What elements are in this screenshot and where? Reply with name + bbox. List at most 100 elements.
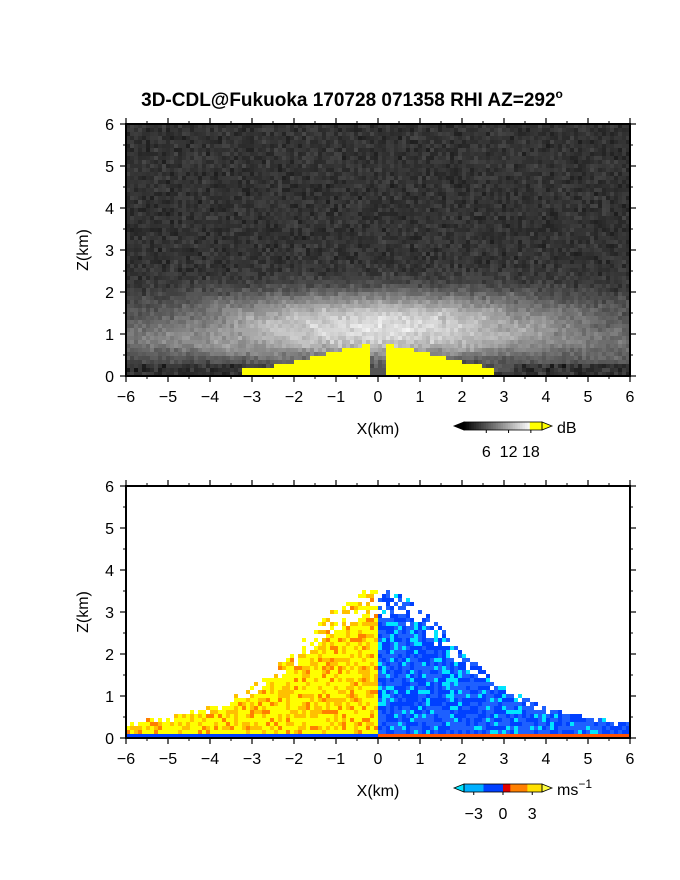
colorbar-cell (495, 784, 499, 792)
x-tick-label: 6 (626, 751, 635, 768)
colorbar-unit: dB (557, 420, 577, 437)
colorbar-cell (507, 422, 511, 430)
colorbar-cell (464, 422, 467, 430)
colorbar-cell (493, 784, 497, 792)
x-tick-label: 4 (542, 389, 551, 406)
colorbar-cell (471, 422, 475, 430)
x-tick-label: 2 (458, 751, 467, 768)
figure-title-text: 3D-CDL@Fukuoka 170728 071358 RHI AZ=292 (141, 90, 555, 111)
y-tick-label: 3 (105, 243, 114, 260)
y-axis-label: Z(km) (75, 591, 92, 633)
colorbar-cell (512, 422, 516, 430)
colorbar-cell (532, 784, 536, 792)
colorbar-cell (500, 784, 504, 792)
colorbar-cell (468, 422, 472, 430)
x-axis-label: X(km) (357, 783, 400, 800)
colorbar-tick-label: 12 (500, 444, 518, 461)
colorbar-tick-label: 18 (522, 444, 540, 461)
colorbar-cell (539, 784, 543, 792)
colorbar-cell (534, 784, 538, 792)
x-tick-label: −2 (285, 751, 303, 768)
x-tick-label: −4 (201, 751, 219, 768)
colorbar-cell (466, 422, 470, 430)
x-tick-label: −5 (159, 389, 177, 406)
velocity-panel: −6 −5 −4 −3 −2 −1 0 1 2 3 4 5 6 0 1 2 3 4 5 6 X(km) Z(km) −3 0 3… (75, 479, 636, 823)
colorbar-cell (515, 422, 519, 430)
colorbar-tick-label: 3 (528, 806, 537, 823)
colorbar-cell (527, 422, 531, 430)
y-tick-label: 4 (105, 201, 114, 218)
colorbar-cell (483, 422, 487, 430)
colorbar-cell (498, 422, 502, 430)
colorbar-cell (488, 784, 492, 792)
colorbar-cell (490, 422, 494, 430)
colorbar-cell (473, 784, 477, 792)
colorbar-cell (539, 422, 543, 430)
colorbar: −3 0 3 ms−1 (452, 777, 592, 823)
x-tick-label: 1 (416, 751, 425, 768)
colorbar-cell (483, 784, 487, 792)
colorbar-unit: ms−1 (557, 777, 592, 799)
colorbar-cell (524, 422, 528, 430)
colorbar-cell (476, 422, 480, 430)
colorbar-unit-exponent: −1 (578, 777, 592, 791)
colorbar-over-arrow (541, 783, 554, 793)
x-tick-label: 5 (584, 751, 593, 768)
colorbar-cell (532, 422, 536, 430)
x-tick-label: −2 (285, 389, 303, 406)
y-tick-label: 4 (105, 563, 114, 580)
colorbar-cell (522, 784, 526, 792)
colorbar-cell (478, 784, 482, 792)
colorbar-cell (515, 784, 519, 792)
colorbar-cell (517, 784, 521, 792)
x-tick-label: 2 (458, 389, 467, 406)
colorbar-cell (485, 784, 489, 792)
colorbar-cell (503, 422, 506, 430)
colorbar-cell (500, 422, 504, 430)
x-tick-label: −3 (243, 751, 261, 768)
x-tick-label: −5 (159, 751, 177, 768)
colorbar-cell (476, 784, 480, 792)
colorbar-cell (534, 422, 538, 430)
heatmap-image (126, 124, 630, 376)
colorbar-cell (507, 784, 511, 792)
colorbar-cell (468, 784, 472, 792)
x-tick-label: 0 (374, 389, 383, 406)
x-tick-label: 5 (584, 389, 593, 406)
colorbar-cell (495, 422, 499, 430)
y-tick-label: 6 (105, 117, 114, 134)
colorbar-cell (466, 784, 470, 792)
x-tick-label: −1 (327, 751, 345, 768)
colorbar-cell (464, 784, 467, 792)
colorbar-frame (463, 421, 543, 431)
colorbar-over-arrow (541, 421, 554, 431)
colorbar: 6 12 18 dB (452, 420, 577, 461)
x-tick-label: −1 (327, 389, 345, 406)
y-tick-label: 1 (105, 327, 114, 344)
colorbar-under-arrow (452, 421, 465, 431)
x-tick-label: 3 (500, 751, 509, 768)
y-tick-label: 0 (105, 731, 114, 748)
colorbar-cell (512, 784, 516, 792)
colorbar-cell (493, 422, 497, 430)
colorbar-cell (537, 422, 541, 430)
colorbar-cell (510, 784, 514, 792)
x-tick-label: 6 (626, 389, 635, 406)
y-tick-label: 3 (105, 605, 114, 622)
colorbar-cell (510, 422, 514, 430)
x-tick-label: −4 (201, 389, 219, 406)
colorbar-tick-label: 6 (482, 444, 491, 461)
heatmap-image (126, 590, 630, 738)
y-tick-label: 5 (105, 159, 114, 176)
colorbar-tick-label: −3 (465, 806, 483, 823)
colorbar-cell (520, 784, 523, 792)
y-tick-label: 5 (105, 521, 114, 538)
colorbar-cell (478, 422, 482, 430)
colorbar-cell (503, 784, 506, 792)
colorbar-cell (527, 784, 531, 792)
x-tick-label: −6 (117, 751, 135, 768)
y-axis-label: Z(km) (75, 229, 92, 271)
colorbar-cell (471, 784, 475, 792)
